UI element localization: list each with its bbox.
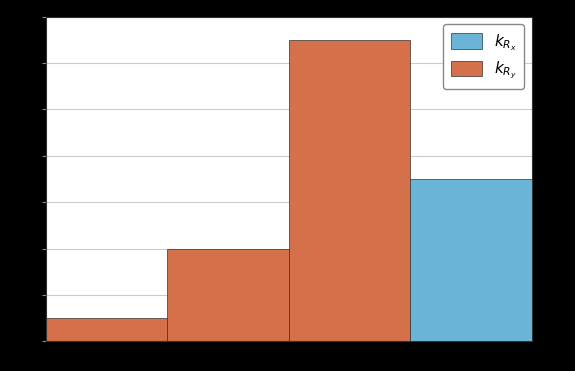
Legend: $k_{R_x}$, $k_{R_y}$: $k_{R_x}$, $k_{R_y}$ — [443, 24, 524, 89]
Bar — [411, 179, 532, 341]
Bar — [411, 318, 532, 341]
Bar — [167, 249, 289, 341]
Bar — [289, 40, 411, 341]
Bar — [46, 318, 167, 341]
